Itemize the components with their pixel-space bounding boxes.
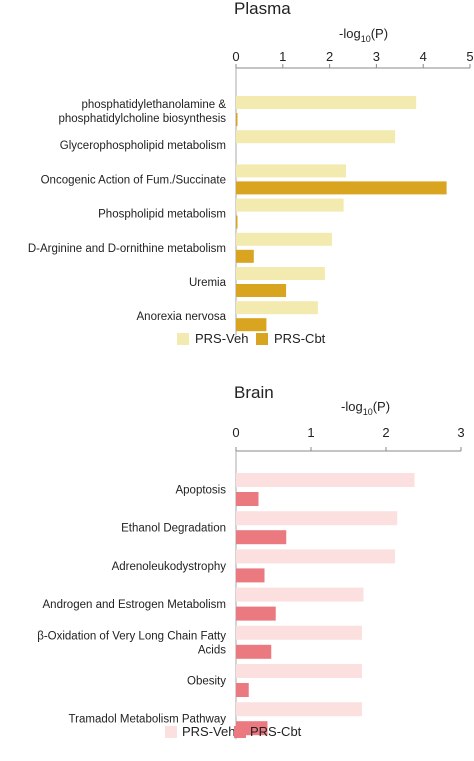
plasma-category-label: D-Arginine and D-ornithine metabolism <box>28 243 226 255</box>
plasma-bar-prs-veh <box>236 301 318 315</box>
brain-bar-prs-veh <box>236 625 362 640</box>
brain-category-label: Androgen and Estrogen Metabolism <box>43 599 226 611</box>
brain-bar-prs-veh <box>236 702 362 717</box>
brain-bar-prs-veh <box>236 664 362 678</box>
brain-x-axis-title: -log10(P) <box>341 399 390 417</box>
plasma-bar-prs-veh <box>236 232 332 246</box>
plasma-bar-prs-cbt <box>236 318 267 332</box>
plasma-bar-prs-cbt <box>236 113 238 126</box>
brain-chart-panel: Brain -log10(P) 0 1 2 3 Apoptosis Ethanol Degra… <box>0 378 474 761</box>
brain-x-tick-label: 2 <box>382 425 389 440</box>
brain-bar-prs-cbt <box>236 644 272 659</box>
brain-category-label: β-Oxidation of Very Long Chain Fatty <box>37 630 226 642</box>
plasma-chart-title: Plasma <box>234 0 291 18</box>
plasma-x-tick-label: 4 <box>420 49 427 64</box>
plasma-chart-svg: Plasma -log10(P) 0 1 2 3 4 5 phosphatidylethanol… <box>28 0 474 346</box>
brain-category-label: Adrenoleukodystrophy <box>112 561 227 573</box>
brain-legend-swatch <box>165 726 177 738</box>
plasma-bar-prs-veh <box>236 130 396 144</box>
plasma-chart-panel: Plasma -log10(P) 0 1 2 3 4 5 phosphatidylethanol… <box>0 0 474 360</box>
plasma-category-label: phosphatidylethanolamine & <box>82 99 227 111</box>
brain-x-tick-label: 0 <box>232 425 239 440</box>
plasma-legend-label: PRS-Veh <box>195 331 248 346</box>
plasma-category-label: phosphatidylcholine biosynthesis <box>59 113 227 125</box>
brain-category-label: Obesity <box>187 676 226 688</box>
plasma-category-label: Oncogenic Action of Fum./Succinate <box>41 174 226 186</box>
plasma-bar-prs-cbt <box>236 215 238 229</box>
brain-bar-prs-cbt <box>236 568 265 583</box>
plasma-x-tick-label: 5 <box>466 49 473 64</box>
brain-category-label: Apoptosis <box>175 485 226 497</box>
plasma-bar-prs-veh <box>236 164 346 178</box>
brain-legend-label: PRS-Cbt <box>250 724 302 739</box>
brain-bar-prs-cbt <box>236 492 259 506</box>
brain-x-tick-label: 3 <box>457 425 464 440</box>
brain-bar-prs-cbt <box>236 606 276 621</box>
plasma-bar-prs-veh <box>236 198 344 212</box>
plasma-bar-prs-veh <box>236 267 325 280</box>
plasma-legend-swatch <box>256 333 268 345</box>
plasma-x-tick-label: 2 <box>326 49 333 64</box>
brain-legend-label: PRS-Veh <box>182 724 235 739</box>
plasma-x-axis-title: -log10(P) <box>339 26 388 44</box>
plasma-bar-prs-cbt <box>236 249 254 263</box>
brain-bar-prs-veh <box>236 549 395 564</box>
plasma-category-label: Anorexia nervosa <box>137 311 227 323</box>
plasma-legend-label: PRS-Cbt <box>274 331 326 346</box>
plasma-category-label: Glycerophospholipid metabolism <box>60 140 226 152</box>
brain-bar-prs-veh <box>236 587 364 602</box>
brain-bar-prs-veh <box>236 511 398 526</box>
brain-legend-swatch <box>234 726 246 738</box>
plasma-bar-prs-veh <box>236 96 417 109</box>
plasma-x-tick-label: 3 <box>373 49 380 64</box>
brain-bar-prs-cbt <box>236 683 249 697</box>
plasma-category-label: Uremia <box>189 277 227 289</box>
plasma-legend-swatch <box>177 333 189 345</box>
plasma-bar-prs-cbt <box>236 181 447 195</box>
brain-bar-prs-veh <box>236 473 415 487</box>
brain-chart-title: Brain <box>234 383 274 402</box>
brain-category-label: Tramadol Metabolism Pathway <box>69 714 227 726</box>
plasma-category-label: Phospholipid metabolism <box>98 209 226 221</box>
plasma-x-tick-label: 1 <box>279 49 286 64</box>
plasma-x-tick-label: 0 <box>232 49 239 64</box>
brain-bar-prs-cbt <box>236 530 287 545</box>
brain-category-label: Ethanol Degradation <box>121 523 226 535</box>
plasma-bar-prs-cbt <box>236 284 287 297</box>
brain-chart-svg: Brain -log10(P) 0 1 2 3 Apoptosis Ethanol Degra… <box>37 383 465 740</box>
brain-x-tick-label: 1 <box>307 425 314 440</box>
brain-category-label: Acids <box>198 644 226 656</box>
